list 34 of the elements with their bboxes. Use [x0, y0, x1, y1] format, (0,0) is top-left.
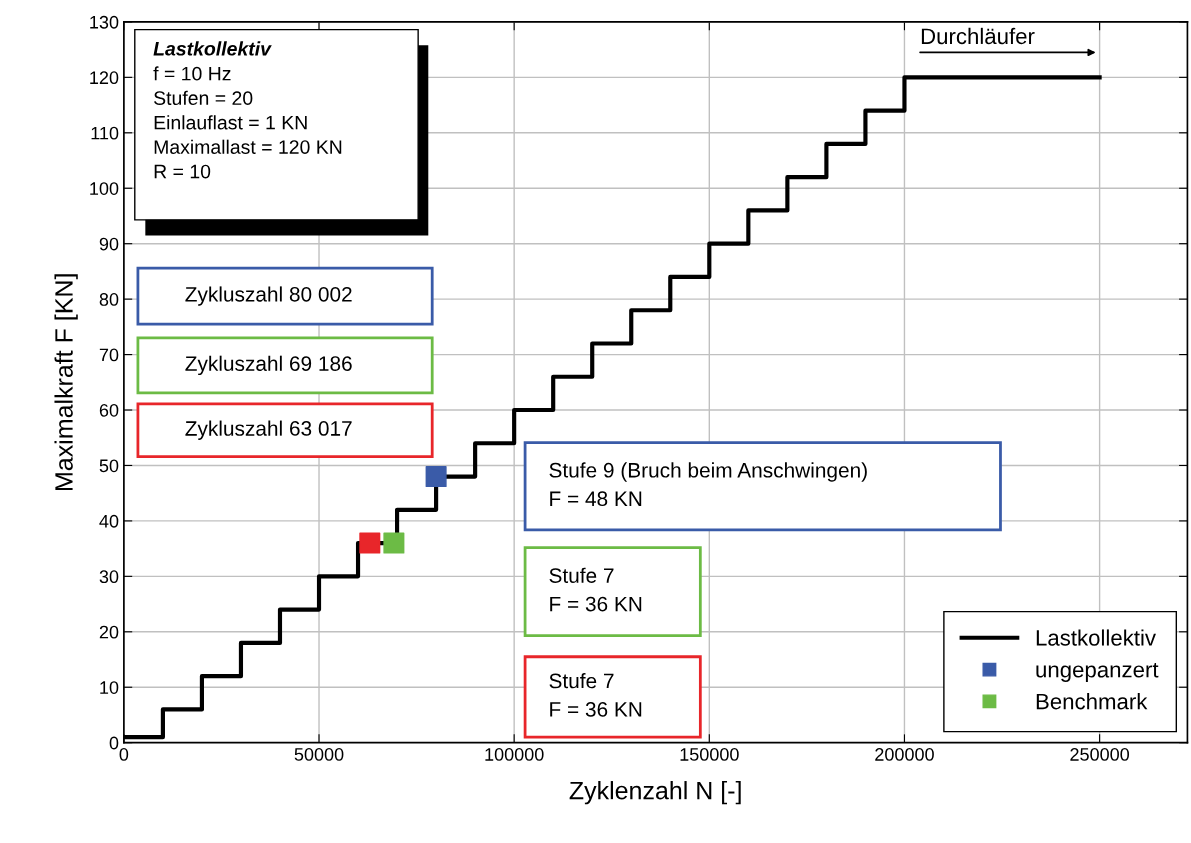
y-tick-label: 30 — [99, 570, 119, 584]
annotation: Zykluszahl 69 186 — [185, 355, 352, 376]
x-tick-label: 0 — [119, 748, 129, 761]
x-tick-label: 150000 — [680, 748, 739, 761]
y-axis-title: Maximalkraft F [KN] — [54, 274, 78, 490]
y-tick-label: 80 — [99, 293, 119, 306]
annotation: f = 10 Hz Stufen = 20 Einlauflast = 1 KN Maximallast = 120 KN R = 10 — [153, 66, 342, 179]
y-tick-label: 50 — [99, 459, 119, 473]
legend-label: Benchmark — [1036, 693, 1148, 710]
x-tick-label: 100000 — [485, 748, 544, 761]
y-tick-label: 0 — [109, 736, 119, 750]
y-tick-label: 90 — [99, 237, 119, 251]
annotation: Lastkollektiv — [153, 41, 272, 56]
x-tick-label: 250000 — [1070, 748, 1130, 761]
y-tick-label: 20 — [99, 625, 119, 639]
y-tick-label: 70 — [99, 348, 119, 362]
x-tick-label: 200000 — [875, 748, 934, 761]
legend-label: Lastkollektiv — [1036, 629, 1156, 646]
y-tick-label: 110 — [91, 126, 119, 140]
y-tick-label: 100 — [90, 182, 119, 195]
y-tick-label: 130 — [90, 15, 119, 29]
x-tick-label: 50000 — [294, 748, 344, 761]
x-axis-title: Zyklenzahl N [-] — [569, 781, 741, 805]
annotation: Durchläufer — [921, 27, 1035, 45]
legend-label: ungepanzert — [1036, 662, 1159, 682]
annotation: Zykluszahl 63 017 — [185, 420, 352, 440]
annotation: Stufe 7 F = 36 KN — [549, 673, 642, 717]
y-tick-label: 120 — [90, 71, 119, 85]
annotation: Stufe 7 F = 36 KN — [549, 567, 642, 612]
annotation: Stufe 9 (Bruch beim Anschwingen) F = 48 KN — [549, 462, 867, 507]
annotation: Zykluszahl 80 002 — [185, 286, 352, 306]
y-tick-label: 10 — [100, 681, 119, 694]
y-tick-label: 60 — [99, 403, 119, 417]
y-tick-label: 40 — [99, 514, 119, 528]
